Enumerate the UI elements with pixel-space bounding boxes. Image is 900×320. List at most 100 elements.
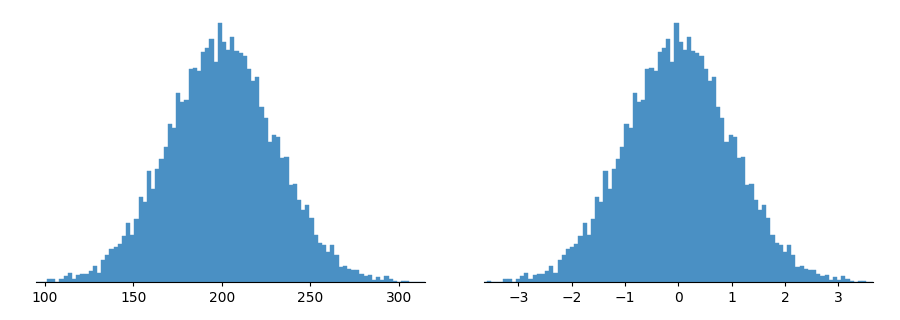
- Bar: [812, 270, 816, 282]
- Bar: [384, 276, 389, 282]
- Bar: [276, 137, 280, 282]
- Bar: [704, 69, 707, 282]
- Bar: [566, 249, 570, 282]
- Bar: [343, 266, 346, 282]
- Bar: [118, 244, 122, 282]
- Bar: [80, 274, 85, 282]
- Bar: [76, 276, 80, 282]
- Bar: [737, 158, 741, 282]
- Bar: [625, 124, 628, 282]
- Bar: [791, 255, 796, 282]
- Bar: [305, 205, 310, 282]
- Bar: [147, 171, 151, 282]
- Bar: [787, 245, 791, 282]
- Bar: [284, 157, 289, 282]
- Bar: [470, 281, 474, 282]
- Bar: [528, 278, 533, 282]
- Bar: [816, 274, 821, 282]
- Bar: [130, 235, 134, 282]
- Bar: [549, 266, 554, 282]
- Bar: [259, 107, 264, 282]
- Bar: [520, 276, 524, 282]
- Bar: [226, 50, 230, 282]
- Bar: [134, 219, 139, 282]
- Bar: [637, 102, 641, 282]
- Bar: [392, 281, 397, 282]
- Bar: [313, 235, 318, 282]
- Bar: [251, 81, 256, 282]
- Bar: [804, 269, 808, 282]
- Bar: [724, 142, 729, 282]
- Bar: [608, 189, 612, 282]
- Bar: [478, 281, 482, 282]
- Bar: [247, 69, 251, 282]
- Bar: [330, 245, 335, 282]
- Bar: [205, 48, 210, 282]
- Bar: [533, 276, 536, 282]
- Bar: [695, 53, 699, 282]
- Bar: [426, 280, 430, 282]
- Bar: [389, 279, 392, 282]
- Bar: [93, 266, 97, 282]
- Bar: [770, 235, 775, 282]
- Bar: [591, 219, 595, 282]
- Bar: [545, 271, 549, 282]
- Bar: [674, 22, 679, 282]
- Bar: [775, 243, 778, 282]
- Bar: [720, 118, 724, 282]
- Bar: [213, 62, 218, 282]
- Bar: [554, 273, 558, 282]
- Bar: [292, 184, 297, 282]
- Bar: [238, 53, 243, 282]
- Bar: [22, 281, 26, 282]
- Bar: [707, 81, 712, 282]
- Bar: [210, 39, 213, 282]
- Bar: [68, 273, 72, 282]
- Bar: [72, 278, 76, 282]
- Bar: [197, 71, 201, 282]
- Bar: [796, 267, 799, 282]
- Bar: [151, 189, 155, 282]
- Bar: [101, 260, 105, 282]
- Bar: [679, 42, 683, 282]
- Bar: [766, 218, 770, 282]
- Bar: [729, 135, 733, 282]
- Bar: [143, 202, 147, 282]
- Bar: [570, 247, 574, 282]
- Bar: [829, 280, 833, 282]
- Bar: [670, 62, 674, 282]
- Bar: [762, 205, 766, 282]
- Bar: [536, 274, 541, 282]
- Bar: [842, 276, 845, 282]
- Bar: [222, 42, 226, 282]
- Bar: [110, 249, 113, 282]
- Bar: [51, 279, 55, 282]
- Bar: [687, 37, 691, 282]
- Bar: [750, 184, 753, 282]
- Bar: [356, 270, 359, 282]
- Bar: [172, 128, 176, 282]
- Bar: [302, 210, 305, 282]
- Bar: [778, 245, 783, 282]
- Bar: [322, 245, 326, 282]
- Bar: [272, 135, 276, 282]
- Bar: [176, 93, 180, 282]
- Bar: [579, 236, 582, 282]
- Bar: [335, 255, 338, 282]
- Bar: [180, 102, 184, 282]
- Bar: [64, 276, 68, 282]
- Bar: [658, 52, 662, 282]
- Bar: [824, 276, 829, 282]
- Bar: [193, 68, 197, 282]
- Bar: [267, 142, 272, 282]
- Bar: [85, 274, 88, 282]
- Bar: [832, 277, 837, 282]
- Bar: [59, 278, 64, 282]
- Bar: [318, 243, 322, 282]
- Bar: [541, 274, 545, 282]
- Bar: [612, 169, 616, 282]
- Bar: [808, 270, 812, 282]
- Bar: [405, 281, 410, 282]
- Bar: [599, 202, 604, 282]
- Bar: [289, 185, 293, 282]
